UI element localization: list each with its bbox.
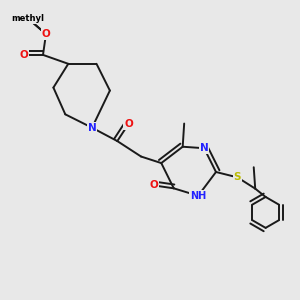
Text: N: N [88, 123, 96, 133]
Text: N: N [200, 143, 208, 153]
Text: S: S [234, 172, 241, 182]
Text: O: O [149, 180, 158, 190]
Text: O: O [42, 29, 50, 39]
Text: NH: NH [190, 191, 206, 201]
Text: O: O [19, 50, 28, 60]
Text: methyl: methyl [24, 17, 29, 19]
Text: O: O [124, 119, 133, 129]
Text: methyl: methyl [26, 18, 31, 19]
Text: methyl: methyl [12, 14, 45, 23]
